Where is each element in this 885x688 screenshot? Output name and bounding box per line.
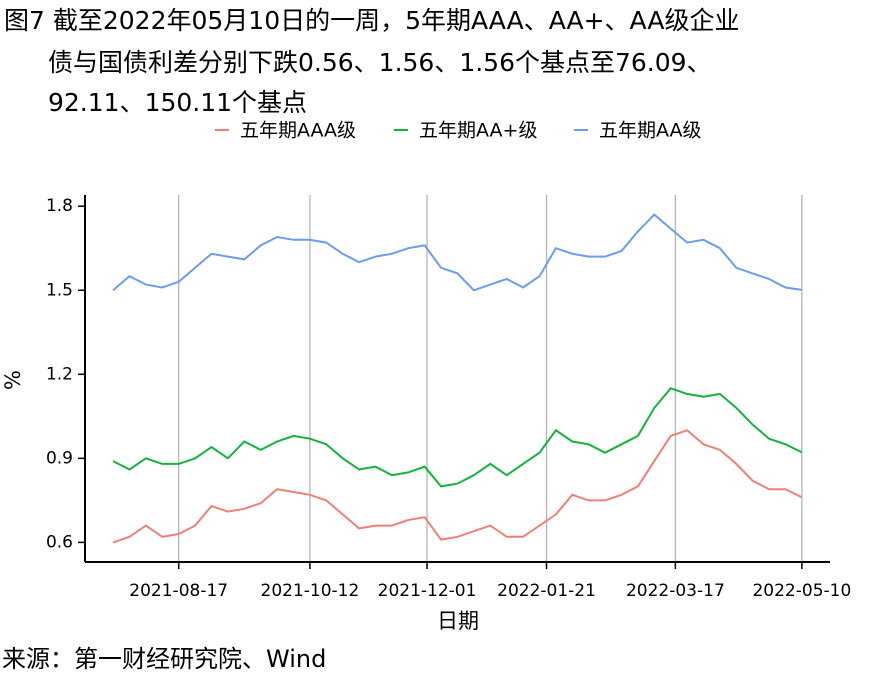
x-tick-label: 2022-05-10	[752, 581, 851, 601]
y-tick-label: 1.5	[46, 280, 73, 300]
x-tick-label: 2021-12-01	[378, 581, 477, 601]
y-axis-label: %	[1, 370, 25, 390]
chart-title: 债与国债利差分别下跌0.56、1.56、1.56个基点至76.09、	[48, 48, 712, 77]
source: 来源：第一财经研究院、Wind	[2, 645, 326, 673]
x-tick-label: 2022-03-17	[626, 581, 725, 601]
legend-label: 五年期AA级	[599, 120, 702, 142]
chart-title: 图7 截至2022年05月10日的一周，5年期AAA、AA+、AA级企业	[4, 6, 739, 35]
x-tick-label: 2022-01-21	[497, 581, 596, 601]
y-tick-label: 1.2	[46, 364, 73, 384]
x-tick-label: 2021-10-12	[261, 581, 360, 601]
chart-title: 92.11、150.11个基点	[48, 88, 307, 117]
legend-label: 五年期AAA级	[240, 120, 356, 142]
series-line	[112, 213, 803, 292]
legend-label: 五年期AA+级	[419, 120, 537, 142]
series-line	[112, 387, 803, 488]
series-line	[112, 429, 803, 544]
x-axis-label: 日期	[437, 609, 479, 633]
y-tick-label: 0.6	[46, 532, 73, 552]
y-tick-label: 0.9	[46, 448, 73, 468]
y-tick-label: 1.8	[46, 196, 73, 216]
x-tick-label: 2021-08-17	[129, 581, 228, 601]
